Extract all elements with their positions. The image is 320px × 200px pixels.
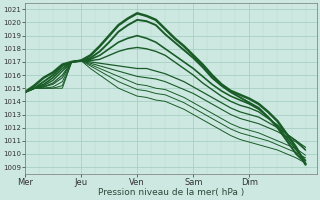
- X-axis label: Pression niveau de la mer( hPa ): Pression niveau de la mer( hPa ): [98, 188, 244, 197]
